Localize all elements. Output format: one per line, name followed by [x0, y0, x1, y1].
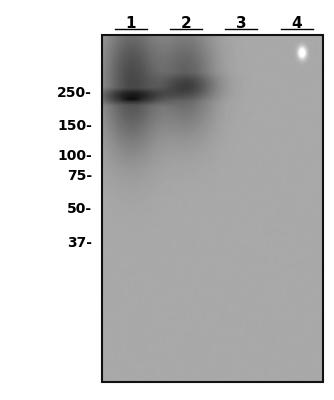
Text: 2: 2 [181, 16, 191, 31]
Text: 100-: 100- [57, 149, 92, 163]
Text: 37-: 37- [67, 236, 92, 250]
Text: 75-: 75- [67, 169, 92, 183]
Text: 50-: 50- [67, 202, 92, 216]
Text: 250-: 250- [57, 86, 92, 100]
Text: 3: 3 [236, 16, 247, 31]
Text: 150-: 150- [57, 119, 92, 133]
Text: 4: 4 [292, 16, 302, 31]
Bar [102, 35, 323, 382]
Text: 1: 1 [125, 16, 136, 31]
